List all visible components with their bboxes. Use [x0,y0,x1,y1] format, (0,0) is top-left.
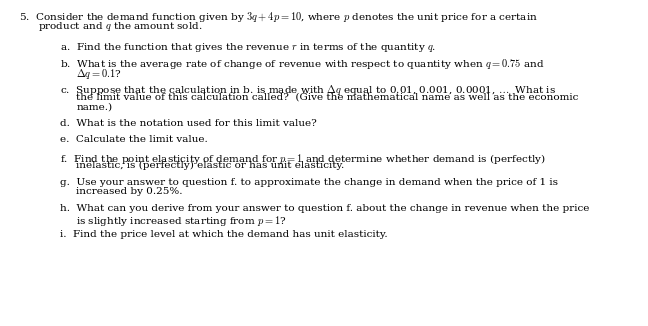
Text: i.  Find the price level at which the demand has unit elasticity.: i. Find the price level at which the dem… [60,230,388,239]
Text: a.  Find the function that gives the revenue $r$ in terms of the quantity $q$.: a. Find the function that gives the reve… [60,41,436,54]
Text: f.  Find the point elasticity of demand for $p = 1$ and determine whether demand: f. Find the point elasticity of demand f… [60,152,546,166]
Text: e.  Calculate the limit value.: e. Calculate the limit value. [60,135,207,144]
Text: h.  What can you derive from your answer to question f. about the change in reve: h. What can you derive from your answer … [60,204,589,213]
Text: increased by 0.25%.: increased by 0.25%. [76,187,183,197]
Text: $\Delta q = 0.1$?: $\Delta q = 0.1$? [76,67,122,81]
Text: inelastic, is (perfectly) elastic or has unit elasticity.: inelastic, is (perfectly) elastic or has… [76,161,345,170]
Text: 5.  Consider the demand function given by $3q + 4p = 10$, where $p$ denotes the : 5. Consider the demand function given by… [19,10,538,24]
Text: c.  Suppose that the calculation in b. is made with $\Delta q$ equal to 0.01, 0.: c. Suppose that the calculation in b. is… [60,83,556,97]
Text: is slightly increased starting from $p = 1$?: is slightly increased starting from $p =… [76,214,287,228]
Text: d.  What is the notation used for this limit value?: d. What is the notation used for this li… [60,119,316,128]
Text: g.  Use your answer to question f. to approximate the change in demand when the : g. Use your answer to question f. to app… [60,178,558,187]
Text: product and $q$ the amount sold.: product and $q$ the amount sold. [38,20,202,33]
Text: b.  What is the average rate of change of revenue with respect to quantity when : b. What is the average rate of change of… [60,57,544,71]
Text: the limit value of this calculation called?  (Give the mathematical name as well: the limit value of this calculation call… [76,93,579,102]
Text: name.): name.) [76,103,113,112]
